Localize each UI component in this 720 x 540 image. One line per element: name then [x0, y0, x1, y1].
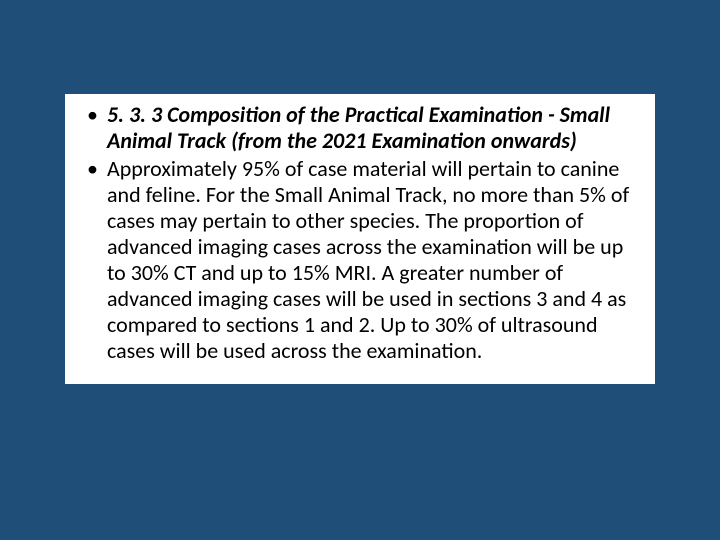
bullet-body: Approximately 95% of case material will … — [107, 155, 629, 364]
slide-canvas: 5. 3. 3 Composition of the Practical Exa… — [0, 0, 720, 540]
bullet-list: 5. 3. 3 Composition of the Practical Exa… — [85, 102, 635, 364]
list-item: 5. 3. 3 Composition of the Practical Exa… — [85, 102, 635, 154]
content-text-box: 5. 3. 3 Composition of the Practical Exa… — [65, 94, 655, 384]
list-item: Approximately 95% of case material will … — [85, 156, 635, 364]
bullet-heading: 5. 3. 3 Composition of the Practical Exa… — [107, 101, 610, 154]
